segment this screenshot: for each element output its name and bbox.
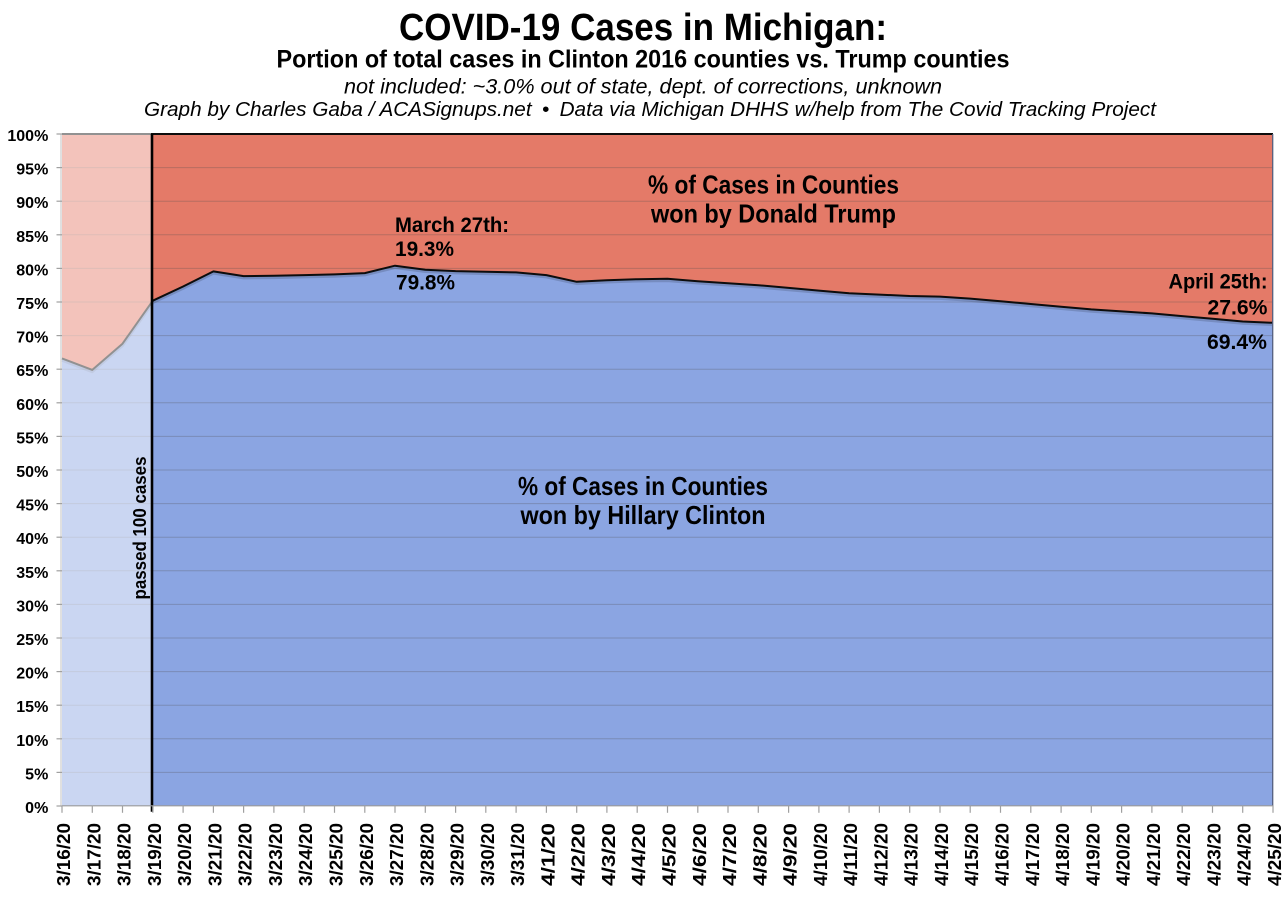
svg-text:3/17/20: 3/17/20	[84, 823, 104, 886]
svg-text:20%: 20%	[16, 666, 48, 683]
svg-text:3/25/20: 3/25/20	[327, 823, 347, 886]
svg-text:30%: 30%	[16, 598, 48, 615]
svg-text:100%: 100%	[7, 128, 48, 145]
svg-text:COVID-19 Cases in Michigan:: COVID-19 Cases in Michigan:	[399, 7, 887, 49]
svg-text:3/20/20: 3/20/20	[175, 823, 195, 886]
svg-text:85%: 85%	[16, 229, 48, 246]
svg-text:4/1/20: 4/1/20	[538, 823, 558, 886]
svg-text:% of Cases in Counties: % of Cases in Counties	[518, 471, 768, 501]
svg-text:4/8/20: 4/8/20	[750, 823, 770, 886]
svg-text:27.6%: 27.6%	[1208, 297, 1268, 320]
svg-text:4/7/20: 4/7/20	[720, 823, 740, 886]
svg-text:70%: 70%	[16, 330, 48, 347]
svg-text:4/11/20: 4/11/20	[841, 823, 861, 886]
svg-text:5%: 5%	[25, 766, 48, 783]
svg-text:90%: 90%	[16, 195, 48, 212]
svg-text:4/18/20: 4/18/20	[1053, 823, 1073, 886]
svg-text:50%: 50%	[16, 464, 48, 481]
svg-text:3/28/20: 3/28/20	[417, 823, 437, 886]
svg-text:4/16/20: 4/16/20	[993, 823, 1013, 886]
svg-text:4/15/20: 4/15/20	[962, 823, 982, 886]
svg-text:4/9/20: 4/9/20	[781, 823, 801, 886]
svg-text:3/16/20: 3/16/20	[54, 823, 74, 886]
svg-text:4/14/20: 4/14/20	[932, 823, 952, 886]
svg-text:3/18/20: 3/18/20	[115, 823, 135, 886]
svg-text:3/23/20: 3/23/20	[266, 823, 286, 886]
svg-text:3/31/20: 3/31/20	[508, 823, 528, 886]
svg-text:65%: 65%	[16, 363, 48, 380]
svg-text:3/24/20: 3/24/20	[296, 823, 316, 886]
svg-text:4/21/20: 4/21/20	[1144, 823, 1164, 886]
svg-text:Portion of total cases in Clin: Portion of total cases in Clinton 2016 c…	[277, 46, 1010, 74]
svg-text:4/5/20: 4/5/20	[660, 823, 680, 886]
svg-text:not included: ~3.0% out of sta: not included: ~3.0% out of state, dept. …	[344, 76, 942, 99]
svg-text:75%: 75%	[16, 296, 48, 313]
svg-text:% of Cases in Counties: % of Cases in Counties	[648, 170, 899, 200]
svg-text:4/24/20: 4/24/20	[1235, 823, 1255, 886]
svg-text:Graph by Charles Gaba / ACASig: Graph by Charles Gaba / ACASignups.net •…	[144, 99, 1157, 121]
svg-text:55%: 55%	[16, 430, 48, 447]
svg-text:3/19/20: 3/19/20	[145, 823, 165, 886]
svg-text:3/22/20: 3/22/20	[236, 823, 256, 886]
svg-text:4/2/20: 4/2/20	[569, 823, 589, 886]
svg-text:4/23/20: 4/23/20	[1205, 823, 1225, 886]
svg-text:45%: 45%	[16, 498, 48, 515]
svg-text:4/19/20: 4/19/20	[1083, 823, 1103, 886]
svg-text:won by Donald Trump: won by Donald Trump	[650, 199, 896, 229]
svg-text:3/29/20: 3/29/20	[448, 823, 468, 886]
svg-text:won by Hillary Clinton: won by Hillary Clinton	[520, 500, 766, 530]
svg-text:69.4%: 69.4%	[1207, 331, 1267, 354]
svg-text:95%: 95%	[16, 162, 48, 179]
svg-text:4/3/20: 4/3/20	[599, 823, 619, 886]
svg-text:80%: 80%	[16, 262, 48, 279]
svg-text:4/25/20: 4/25/20	[1265, 823, 1285, 886]
svg-text:15%: 15%	[16, 699, 48, 716]
svg-text:19.3%: 19.3%	[395, 238, 454, 261]
svg-text:4/12/20: 4/12/20	[871, 823, 891, 886]
svg-text:3/30/20: 3/30/20	[478, 823, 498, 886]
svg-text:25%: 25%	[16, 632, 48, 649]
svg-text:40%: 40%	[16, 531, 48, 548]
svg-text:35%: 35%	[16, 565, 48, 582]
svg-text:4/10/20: 4/10/20	[811, 823, 831, 886]
svg-text:3/26/20: 3/26/20	[357, 823, 377, 886]
svg-text:79.8%: 79.8%	[396, 272, 455, 295]
svg-text:3/27/20: 3/27/20	[387, 823, 407, 886]
svg-text:4/20/20: 4/20/20	[1114, 823, 1134, 886]
svg-text:4/13/20: 4/13/20	[902, 823, 922, 886]
svg-text:4/17/20: 4/17/20	[1023, 823, 1043, 886]
svg-text:April 25th:: April 25th:	[1169, 271, 1268, 294]
svg-text:60%: 60%	[16, 397, 48, 414]
svg-text:4/6/20: 4/6/20	[690, 823, 710, 886]
svg-text:4/22/20: 4/22/20	[1174, 823, 1194, 886]
svg-text:3/21/20: 3/21/20	[205, 823, 225, 886]
svg-text:4/4/20: 4/4/20	[629, 823, 649, 886]
svg-text:March 27th:: March 27th:	[395, 214, 509, 237]
svg-text:passed 100 cases: passed 100 cases	[130, 457, 150, 600]
svg-text:10%: 10%	[16, 733, 48, 750]
svg-text:0%: 0%	[25, 800, 48, 817]
